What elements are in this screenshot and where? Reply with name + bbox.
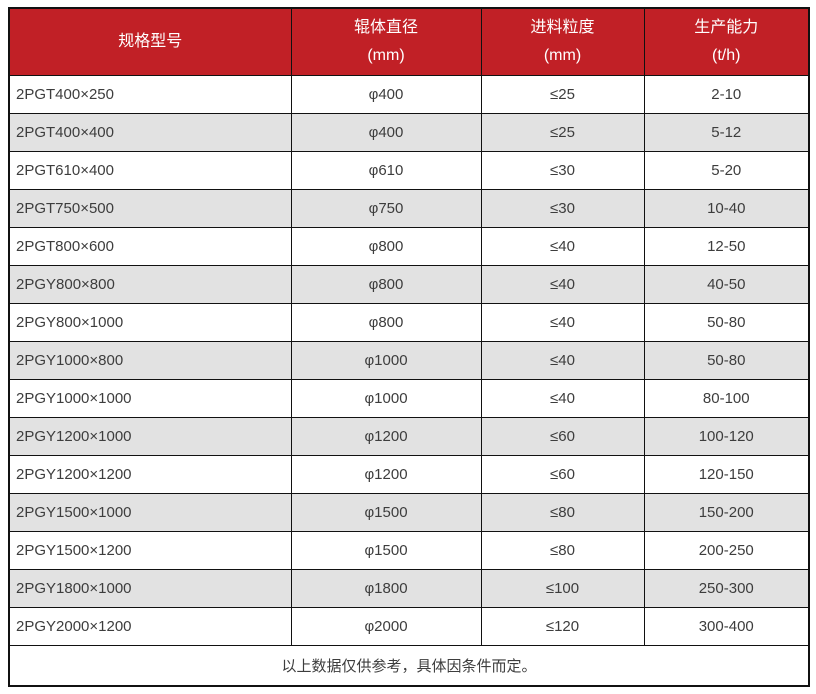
value-cell: ≤25 [480,75,645,114]
value-cell: 80-100 [643,379,810,418]
table-row: 2PGY1500×1000 φ1500 ≤80 150-200 [8,493,810,532]
column-header-3: 进料粒度 (mm) [480,7,645,76]
table-header: 规格型号 辊体直径 (mm) 进料粒度 (mm) 生产能力 (t/h) [8,7,810,76]
value-cell: ≤40 [480,265,645,304]
value-cell: 100-120 [643,417,810,456]
column-header-4: 生产能力 (t/h) [643,7,810,76]
model-cell: 2PGY800×1000 [8,303,292,342]
value-cell: ≤25 [480,113,645,152]
table-row: 2PGY1500×1200 φ1500 ≤80 200-250 [8,531,810,570]
value-cell: ≤80 [480,493,645,532]
value-cell: 5-12 [643,113,810,152]
value-cell: φ800 [290,303,482,342]
value-cell: φ1200 [290,417,482,456]
value-cell: ≤40 [480,341,645,380]
value-cell: ≤40 [480,227,645,266]
model-cell: 2PGT400×250 [8,75,292,114]
footnote-row: 以上数据仅供参考，具体因条件而定。 [8,645,810,687]
table-row: 2PGT750×500 φ750 ≤30 10-40 [8,189,810,228]
table-body: 2PGT400×250 φ400 ≤25 2-10 2PGT400×400 φ400 ≤25… [8,75,810,646]
table-row: 2PGY1200×1000 φ1200 ≤60 100-120 [8,417,810,456]
value-cell: 300-400 [643,607,810,646]
model-cell: 2PGY1800×1000 [8,569,292,608]
value-cell: 150-200 [643,493,810,532]
value-cell: φ2000 [290,607,482,646]
value-cell: ≤30 [480,151,645,190]
value-cell: 40-50 [643,265,810,304]
value-cell: ≤120 [480,607,645,646]
value-cell: φ800 [290,227,482,266]
value-cell: 10-40 [643,189,810,228]
value-cell: ≤100 [480,569,645,608]
value-cell: φ1200 [290,455,482,494]
table-row: 2PGT400×400 φ400 ≤25 5-12 [8,113,810,152]
table-row: 2PGY2000×1200 φ2000 ≤120 300-400 [8,607,810,646]
value-cell: 2-10 [643,75,810,114]
model-cell: 2PGT750×500 [8,189,292,228]
table-row: 2PGT610×400 φ610 ≤30 5-20 [8,151,810,190]
column-header-label: 生产能力 [694,19,759,36]
column-header-label: 进料粒度 [530,19,595,36]
model-cell: 2PGY1500×1200 [8,531,292,570]
model-cell: 2PGT610×400 [8,151,292,190]
column-header-unit: (t/h) [712,47,741,64]
value-cell: 50-80 [643,303,810,342]
table-footnote: 以上数据仅供参考，具体因条件而定。 [8,645,810,687]
value-cell: ≤40 [480,303,645,342]
table-row: 2PGY1800×1000 φ1800 ≤100 250-300 [8,569,810,608]
column-header-2: 辊体直径 (mm) [290,7,482,76]
column-header-1: 规格型号 [8,7,292,76]
value-cell: φ610 [290,151,482,190]
table-row: 2PGT400×250 φ400 ≤25 2-10 [8,75,810,114]
model-cell: 2PGY800×800 [8,265,292,304]
column-header-label: 辊体直径 [353,19,418,36]
model-cell: 2PGT800×600 [8,227,292,266]
value-cell: 250-300 [643,569,810,608]
column-header-unit: (mm) [367,47,405,64]
header-row: 规格型号 辊体直径 (mm) 进料粒度 (mm) 生产能力 (t/h) [8,7,810,76]
column-header-unit: (mm) [543,47,582,64]
value-cell: φ800 [290,265,482,304]
value-cell: 120-150 [643,455,810,494]
value-cell: ≤80 [480,531,645,570]
model-cell: 2PGY1000×800 [8,341,292,380]
value-cell: 12-50 [643,227,810,266]
table-row: 2PGY1000×800 φ1000 ≤40 50-80 [8,341,810,380]
value-cell: φ1800 [290,569,482,608]
value-cell: φ750 [290,189,482,228]
value-cell: 50-80 [643,341,810,380]
table-row: 2PGY1000×1000 φ1000 ≤40 80-100 [8,379,810,418]
model-cell: 2PGY2000×1200 [8,607,292,646]
value-cell: φ1500 [290,493,482,532]
spec-table: 规格型号 辊体直径 (mm) 进料粒度 (mm) 生产能力 (t/h) 2PGT400×25… [8,7,810,687]
table-footer: 以上数据仅供参考，具体因条件而定。 [8,645,810,687]
value-cell: ≤30 [480,189,645,228]
value-cell: 200-250 [643,531,810,570]
table-row: 2PGY800×800 φ800 ≤40 40-50 [8,265,810,304]
value-cell: ≤60 [480,417,645,456]
model-cell: 2PGY1000×1000 [8,379,292,418]
column-header-label: 规格型号 [118,33,183,50]
table-row: 2PGT800×600 φ800 ≤40 12-50 [8,227,810,266]
model-cell: 2PGY1200×1000 [8,417,292,456]
value-cell: φ1000 [290,379,482,418]
model-cell: 2PGY1200×1200 [8,455,292,494]
value-cell: ≤60 [480,455,645,494]
value-cell: ≤40 [480,379,645,418]
value-cell: φ400 [290,75,482,114]
model-cell: 2PGT400×400 [8,113,292,152]
model-cell: 2PGY1500×1000 [8,493,292,532]
value-cell: φ1000 [290,341,482,380]
table-row: 2PGY800×1000 φ800 ≤40 50-80 [8,303,810,342]
table-row: 2PGY1200×1200 φ1200 ≤60 120-150 [8,455,810,494]
value-cell: φ400 [290,113,482,152]
value-cell: φ1500 [290,531,482,570]
value-cell: 5-20 [643,151,810,190]
